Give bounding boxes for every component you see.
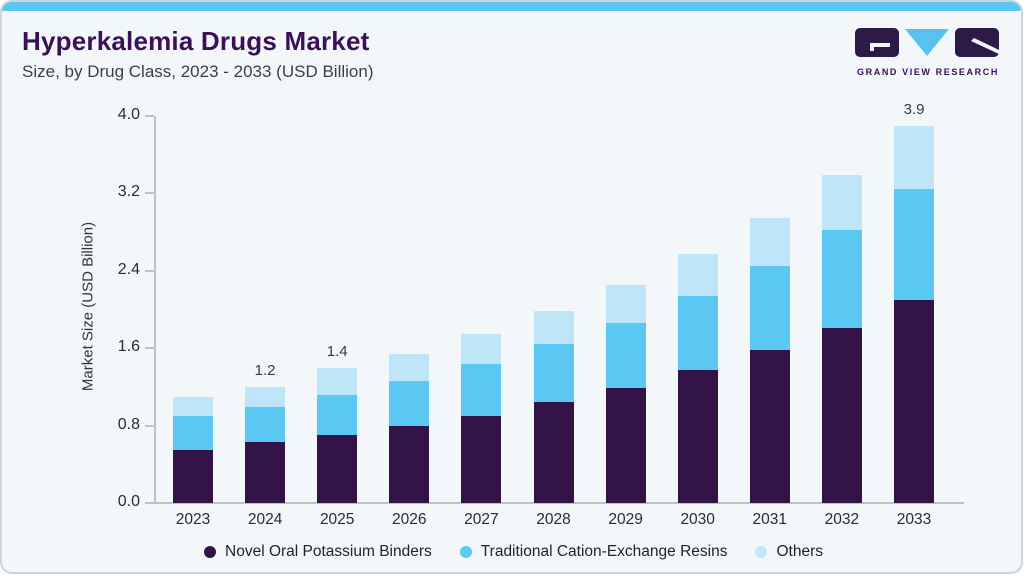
bar-segment-traditional <box>533 344 574 403</box>
y-axis-tick-label: 2.4 <box>117 260 140 278</box>
bar-segment-novel <box>821 327 862 503</box>
y-axis-line <box>154 116 156 503</box>
legend-item: Traditional Cation-Exchange Resins <box>459 543 728 561</box>
bar-segment-traditional <box>461 363 502 416</box>
x-axis-label: 2033 <box>896 511 932 528</box>
page-title: Hyperkalemia Drugs Market <box>22 26 370 56</box>
y-axis-tick-label: 3.2 <box>117 183 140 201</box>
accent-strip <box>2 2 1021 11</box>
bar-segment-traditional <box>317 394 358 436</box>
bar-segment-others <box>605 285 646 324</box>
x-axis-label: 2027 <box>464 511 499 528</box>
x-axis-label: 2025 <box>319 511 355 528</box>
bar-segment-others <box>533 311 574 345</box>
bar-segment-others <box>821 175 862 231</box>
y-axis-tick-label: 1.6 <box>117 338 140 356</box>
gvr-logo-icon <box>855 28 999 57</box>
bar-segment-traditional <box>749 265 790 351</box>
bar-segment-novel <box>605 387 646 503</box>
bar-segment-traditional <box>894 188 934 300</box>
y-axis-tick-label: 0.0 <box>117 493 140 510</box>
bar-segment-traditional <box>821 230 862 328</box>
legend-dot-icon <box>204 546 217 558</box>
gvr-logo-text: GRAND VIEW RESEARCH <box>857 67 999 77</box>
legend-label: Others <box>776 543 823 560</box>
x-axis-label: 2028 <box>536 511 571 528</box>
bar-total-label: 1.4 <box>326 342 348 360</box>
y-axis-tick <box>145 424 154 427</box>
legend-item: Novel Oral Potassium Binders <box>204 543 432 561</box>
gvr-logo: GRAND VIEW RESEARCH <box>855 28 1001 77</box>
bar-segment-traditional <box>389 381 430 426</box>
x-axis-label: 2023 <box>175 511 211 528</box>
bar-segment-others <box>461 333 502 364</box>
y-axis-tick <box>145 347 154 350</box>
x-axis-label: 2032 <box>824 511 860 528</box>
bar-segment-others <box>317 367 358 395</box>
y-axis-tick <box>145 269 154 272</box>
bar-segment-others <box>389 354 430 382</box>
y-axis-tick-label: 4.0 <box>117 106 140 123</box>
bar-segment-novel <box>894 299 934 503</box>
bar-segment-novel <box>533 402 574 503</box>
bar-total-label: 3.9 <box>903 100 925 118</box>
bar-segment-traditional <box>677 295 718 371</box>
x-axis-label: 2026 <box>392 511 427 528</box>
y-axis-title: Market Size (USD Billion) <box>79 221 97 392</box>
bar-segment-others <box>245 386 286 408</box>
bar-segment-traditional <box>245 407 286 443</box>
legend-dot-icon <box>755 546 768 558</box>
y-axis-tick <box>145 192 154 195</box>
bar-segment-novel <box>461 415 502 503</box>
bar-segment-traditional <box>605 323 646 388</box>
y-axis-tick <box>145 115 154 117</box>
logo-v-triangle <box>905 29 949 56</box>
x-axis-label: 2029 <box>608 511 643 528</box>
logo-g-block <box>855 28 899 57</box>
bar-segment-others <box>677 254 718 296</box>
x-axis-label: 2031 <box>752 511 788 528</box>
bar-segment-novel <box>245 442 286 503</box>
bar-segment-others <box>173 396 213 416</box>
x-axis-label: 2030 <box>680 511 715 528</box>
bar-segment-others <box>749 217 790 266</box>
bar-segment-others <box>894 125 934 189</box>
legend: Novel Oral Potassium Binders Traditional … <box>2 543 1021 561</box>
legend-item: Others <box>755 543 823 561</box>
page-subtitle: Size, by Drug Class, 2023 - 2033 (USD Bi… <box>22 62 374 81</box>
legend-label: Novel Oral Potassium Binders <box>225 543 432 560</box>
bar-segment-novel <box>749 350 790 503</box>
x-axis-line <box>154 502 964 504</box>
legend-dot-icon <box>459 546 472 558</box>
bar-segment-novel <box>389 425 430 503</box>
header: Hyperkalemia Drugs Market Size, by Drug … <box>22 26 373 82</box>
legend-label: Traditional Cation-Exchange Resins <box>480 543 728 560</box>
x-axis-label: 2024 <box>247 511 283 528</box>
bar-segment-traditional <box>173 415 213 450</box>
y-axis-tick <box>145 502 154 504</box>
bar-segment-novel <box>173 449 213 503</box>
y-axis-tick-label: 0.8 <box>117 415 140 433</box>
bar-segment-novel <box>677 370 718 503</box>
bar-total-label: 1.2 <box>254 361 276 379</box>
bar-segment-novel <box>317 435 358 503</box>
